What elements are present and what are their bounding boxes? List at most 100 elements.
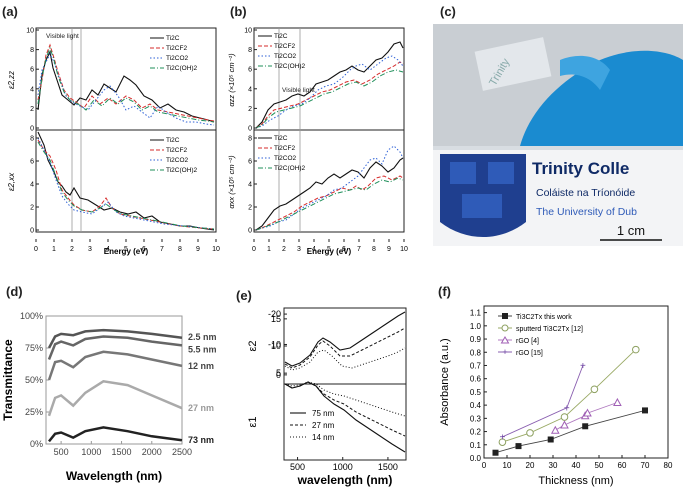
panel-f-xtick-label: 40 [572,461,581,470]
panel-label-e: (e) [236,288,252,303]
curve-e-top-27nm [284,327,406,369]
panel-e-ytick-bottom-label: -10 [268,339,281,349]
panel-f-point-2 [560,420,569,429]
legend-f-item-0: Ti3C2Tx this work [516,314,572,321]
panel-b-xtick-label: 2 [282,246,286,253]
plot-e-top-frame [283,307,407,385]
panel-f-series: + + + [492,345,648,456]
curve-e-top-75nm [284,311,406,367]
panel-f-ytick-label: 0.2 [470,428,482,437]
panel-b-xtick-label: 10 [400,246,408,253]
panel-e-xtick-label: 500 [290,462,305,472]
legend-a-bottom: Ti2C Ti2CF2 Ti2CO2 Ti2C(OH)2 [150,137,198,174]
panel-f-point-0 [582,423,589,430]
panel-e-yticks-top: 5 10 15 [271,314,287,378]
panel-a-xtick-label: 7 [160,246,164,253]
panel-f-xtick-label: 60 [618,461,627,470]
panel-d-xticks: 500 1000 1500 2000 2500 [54,441,192,457]
panel-b-ylabel-top: αzz (×10⁵ cm⁻¹) [227,53,236,107]
legend-a-bottom-item-0: Ti2C [166,137,180,144]
panel-d-xtick-label: 1500 [112,447,132,457]
panel-f-point-1 [526,429,534,437]
visible-light-label-b: Visible light [282,87,315,94]
panel-d-ytick-label: 75% [25,343,43,353]
panel-f-xticks: 0 10 20 30 40 50 60 70 80 [482,455,673,470]
panel-a-xtick-label: 6 [142,246,146,253]
panel-e-ytick-top-label: 5 [276,368,281,378]
panel-e-ytick-bottom-label: 0 [276,370,281,380]
plot-a-bottom-frame [35,129,217,233]
panel-c-photo: (c) Trinity Trinity Colle Coláiste na Tr… [433,4,683,246]
panel-f-ytick-label: 0.4 [470,401,482,410]
curve-a-bottom-ti2co2 [37,137,215,230]
legend-e-item-0: 75 nm [312,409,335,418]
panel-f-ylabel: Absorbance (a.u.) [439,338,451,425]
panel-a-ytick-top-label: 0 [30,126,34,133]
panel-a-ytick-bottom-label: 8 [30,136,34,143]
panel-e-ylabel-bottom: ε1 [247,416,259,427]
panel-b-yticks-bottom: 0 2 4 6 8 [248,136,257,235]
scale-bar-label: 1 cm [617,223,645,238]
legend-b-top-item-2: Ti2CO2 [274,53,297,60]
sign-university: The University of Dub [536,206,637,218]
panel-f-xtick-label: 30 [549,461,558,470]
panel-a-yticks-bottom: 0 2 4 6 8 [30,136,39,235]
panel-b-ytick-top-label: 8 [248,47,252,54]
panel-b-ytick-bottom-label: 4 [248,182,252,189]
panel-a-ytick-top-label: 4 [30,86,34,93]
panel-d-ylabel: Transmittance [1,339,15,421]
panel-e-xtick-label: 1000 [333,462,353,472]
panel-b-ytick-bottom-label: 6 [248,159,252,166]
panel-f-xtick-label: 50 [595,461,604,470]
curve-a-top-ti2coh2 [37,46,215,123]
panel-b: (b) Visible light Ti2C Ti2CF2 Ti2CO2 Ti2… [227,4,408,256]
panel-f-ytick-label: 1.1 [470,309,482,318]
sign-title: Trinity Colle [532,159,629,178]
transparent-film [474,37,552,91]
panel-d-ytick-label: 0% [30,439,43,449]
plot-b-bottom-frame [253,129,405,233]
panel-a-xtick-label: 3 [88,246,92,253]
panel-label-a: (a) [2,4,18,19]
panel-e-ytick-top-label: 10 [271,341,281,351]
legend-b-bottom-item-1: Ti2CF2 [274,145,295,152]
panel-e-ytick-top-label: 15 [271,314,281,324]
panel-f-point-1 [590,385,599,394]
panel-d-thickness-label-3: 27 nm [188,403,214,413]
panel-d-thickness-label-0: 2.5 nm [188,332,217,342]
legend-e-item-1: 27 nm [312,421,335,430]
legend-b-top-item-0: Ti2C [274,33,288,40]
curve-a-top-ti2c [37,50,215,123]
panel-b-ytick-top-label: 10 [244,28,252,35]
panel-label-f: (f) [438,284,451,299]
curve-b-top-ti2cf2 [255,61,404,129]
panel-f-xlabel: Thickness (nm) [538,475,613,487]
panel-e: (e) 75 nm 27 nm 14 nm 500 1000 1500 51015 … [236,288,407,487]
legend-b-top-item-1: Ti2CF2 [274,43,295,50]
panel-d-series-0 [47,328,183,349]
legend-a-top: Ti2C Ti2CF2 Ti2CO2 Ti2C(OH)2 [150,35,198,72]
panel-b-ytick-bottom-label: 0 [248,228,252,235]
panel-d-thickness-label-1: 5.5 nm [188,344,217,354]
panel-a-ylabel-top: ε2,zz [7,71,16,89]
panel-b-xlabel: Energy (eV) [307,247,352,256]
panel-b-xtick-label: 6 [342,246,346,253]
panel-b-ytick-top-label: 0 [248,126,252,133]
panel-a-ytick-top-label: 10 [26,28,34,35]
legend-f-item-1: sputterd Ti3C2Tx [12] [516,326,583,333]
legend-b-bottom-item-2: Ti2CO2 [274,155,297,162]
panel-b-xtick-label: 0 [252,246,256,253]
panel-f-point-0 [547,436,554,443]
curve-b-top-ti2coh2 [255,69,404,129]
panel-a-xtick-label: 2 [70,246,74,253]
panel-d-xtick-label: 2000 [142,447,162,457]
curve-e-bottom-14nm [284,381,406,417]
panel-d-series [47,328,183,443]
panel-f-ytick-label: 0.0 [470,454,482,463]
panel-b-xtick-label: 1 [267,246,271,253]
panel-f: (f) + + + 0.0 0.1 0.2 0.3 0.4 0.5 0.6 0.7 0.8 0.9 1.… [438,284,673,487]
curve-e-bottom-75nm [284,381,406,453]
panel-f-ytick-label: 0.5 [470,388,482,397]
legend-b-bottom: Ti2C Ti2CF2 Ti2CO2 Ti2C(OH)2 [258,135,306,172]
glove-shape [520,50,683,146]
